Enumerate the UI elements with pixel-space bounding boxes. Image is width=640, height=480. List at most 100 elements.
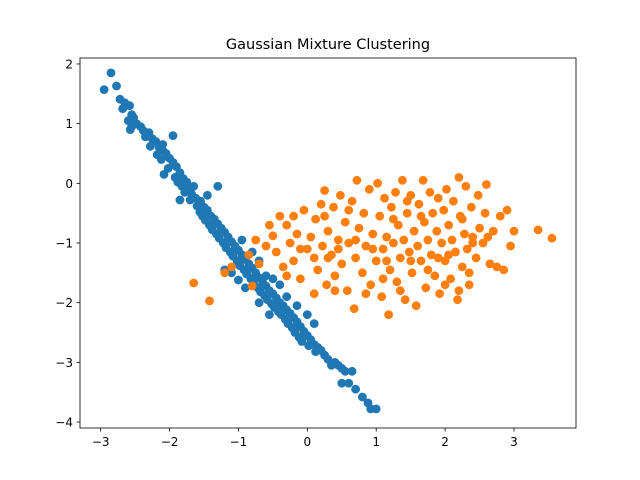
scatter-point [354, 223, 364, 233]
scatter-point [168, 131, 178, 141]
scatter-point [320, 211, 329, 221]
scatter-point [261, 241, 271, 251]
scatter-point [371, 256, 381, 266]
scatter-point [316, 199, 326, 209]
scatter-point [409, 226, 419, 236]
scatter-point [309, 289, 319, 299]
scatter-point [393, 220, 403, 230]
scatter-point [475, 223, 484, 233]
scatter-point [437, 238, 447, 248]
scatter-point [189, 278, 199, 288]
scatter-point [205, 296, 214, 306]
scatter-point [433, 253, 443, 263]
scatter-point [289, 256, 298, 266]
scatter-point [180, 187, 190, 197]
scatter-point [159, 170, 169, 179]
scatter-point [460, 229, 469, 239]
scatter-point [382, 232, 391, 242]
scatter-point [213, 181, 223, 191]
scatter-point [99, 85, 109, 94]
scatter-point [158, 140, 168, 149]
scatter-point [342, 286, 352, 296]
scatter-point [423, 265, 433, 275]
scatter-point [311, 347, 320, 356]
scatter-point [237, 235, 247, 245]
scatter-point [351, 384, 360, 394]
scatter-point [289, 211, 298, 221]
scatter-point [416, 256, 426, 266]
scatter-point [337, 259, 347, 269]
scatter-point [268, 274, 278, 284]
scatter-point [265, 220, 274, 230]
scatter-point [330, 286, 340, 296]
scatter-point [533, 225, 543, 235]
scatter-point [428, 208, 438, 218]
y-tick-label: 2 [65, 57, 73, 71]
scatter-point [278, 262, 288, 272]
scatter-point [361, 289, 371, 299]
scatter-point [145, 141, 155, 151]
x-tick-label: −3 [92, 435, 110, 449]
scatter-point [125, 125, 135, 134]
scatter-point [389, 214, 398, 224]
scatter-point [251, 235, 261, 245]
scatter-point [302, 244, 312, 254]
scatter-point [125, 101, 134, 111]
scatter-point [282, 292, 292, 302]
scatter-point [330, 271, 340, 281]
scatter-point [368, 229, 378, 239]
scatter-point [407, 268, 417, 278]
scatter-point [322, 280, 331, 290]
y-tick-label: −2 [55, 296, 73, 310]
scatter-point [416, 211, 426, 221]
scatter-point [313, 265, 323, 275]
scatter-point [302, 310, 312, 319]
scatter-point [462, 244, 472, 254]
scatter-point [361, 241, 371, 251]
scatter-point [247, 281, 257, 291]
scatter-point [358, 392, 367, 402]
scatter-point [375, 211, 385, 221]
scatter-point [425, 187, 435, 197]
scatter-point [433, 193, 443, 203]
x-tick-label: −2 [161, 435, 179, 449]
scatter-point [449, 196, 458, 206]
scatter-point [547, 233, 557, 243]
scatter-point [488, 226, 498, 236]
scatter-point [220, 268, 230, 278]
chart-title: Gaussian Mixture Clustering [226, 37, 430, 53]
axes-layer: −3 −2 −1 0 1 2 3 −4 −3 −2 −1 0 1 2 [55, 57, 577, 449]
x-tick-label: 0 [304, 435, 312, 449]
scatter-point [366, 280, 376, 290]
scatter-point [271, 247, 281, 257]
scatter-point [327, 360, 336, 370]
scatter-point [404, 247, 414, 257]
scatter-point [461, 181, 471, 191]
points-layer [99, 68, 557, 414]
scatter-point [358, 268, 367, 278]
scatter-point [185, 195, 195, 205]
scatter-point [485, 259, 495, 269]
scatter-point [141, 132, 150, 142]
scatter-point [509, 226, 519, 236]
scatter-point [413, 241, 422, 251]
scatter-point [395, 286, 405, 296]
scatter-point [265, 310, 274, 319]
scatter-point [426, 250, 436, 260]
x-tick-label: −1 [230, 435, 248, 449]
scatter-point [439, 205, 449, 215]
x-tick-label: 2 [441, 435, 449, 449]
scatter-point [344, 378, 354, 388]
scatter-point [464, 280, 474, 290]
scatter-point [457, 214, 467, 224]
scatter-point [453, 295, 462, 305]
scatter-point [227, 262, 237, 272]
scatter-point [451, 247, 460, 257]
scatter-point [292, 301, 302, 311]
scatter-point [418, 175, 428, 185]
scatter-point [118, 104, 128, 114]
scatter-point [385, 265, 395, 275]
scatter-point [304, 341, 314, 350]
